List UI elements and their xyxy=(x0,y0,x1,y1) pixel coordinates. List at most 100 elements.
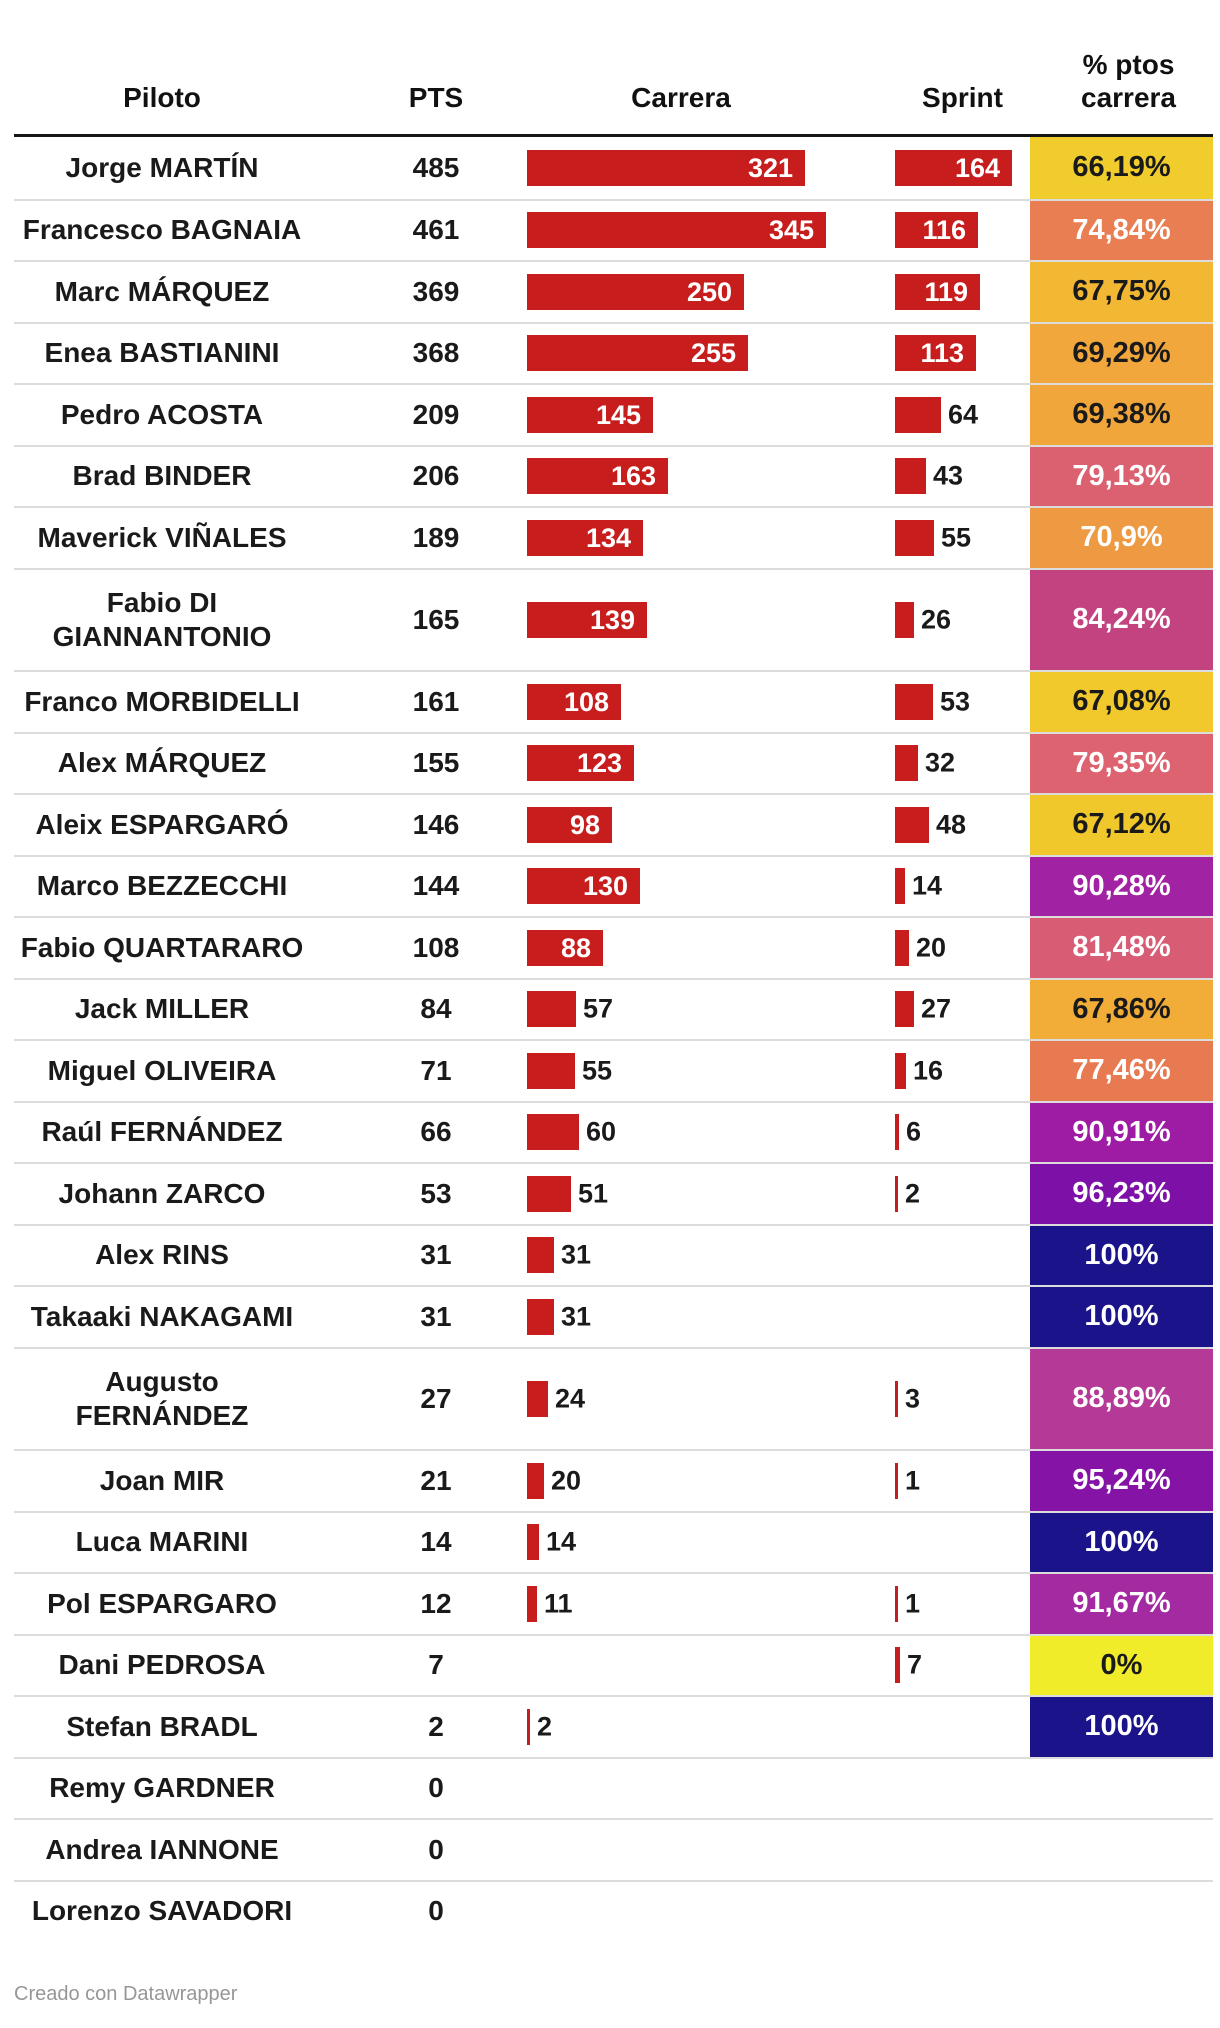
table-row: Takaaki NAKAGAMI 31 31 100% xyxy=(14,1285,1213,1347)
pct-cell: 81,48% xyxy=(1030,918,1213,978)
sprint-value: 43 xyxy=(933,460,964,491)
sprint-bar xyxy=(895,868,905,905)
sprint-bar xyxy=(895,806,929,843)
sprint-bar: 119 xyxy=(895,273,980,310)
carrera-value: 20 xyxy=(551,1465,582,1496)
rider-name: Augusto FERNÁNDEZ xyxy=(75,1365,249,1431)
sprint-value: 119 xyxy=(924,276,968,307)
sprint-bar xyxy=(895,1052,906,1089)
table-row: Aleix ESPARGARÓ 146 98 48 67,12% xyxy=(14,793,1213,855)
header-piloto: Piloto xyxy=(123,82,201,113)
pct-cell: 67,86% xyxy=(1030,979,1213,1039)
rider-name: Joan MIR xyxy=(99,1464,225,1496)
carrera-bar xyxy=(527,1052,575,1089)
points-value: 14 xyxy=(420,1526,452,1558)
standings-table: Piloto PTS Carrera Sprint % ptos carrera… xyxy=(14,0,1213,1941)
header-sprint: Sprint xyxy=(922,82,1003,113)
table-row: Maverick VIÑALES 189 134 55 70,9% xyxy=(14,506,1213,568)
carrera-value: 321 xyxy=(747,152,793,183)
sprint-bar-cell: 7 xyxy=(895,1636,1030,1696)
carrera-bar: 139 xyxy=(527,601,647,638)
points-value: 189 xyxy=(412,521,460,553)
rider-name: Jack MILLER xyxy=(74,993,250,1025)
sprint-bar-cell xyxy=(895,1287,1030,1347)
sprint-bar-cell: 53 xyxy=(895,672,1030,732)
carrera-value: 345 xyxy=(768,215,814,246)
carrera-bar xyxy=(527,1298,554,1335)
header-pts: PTS xyxy=(408,82,464,113)
table-row: Enea BASTIANINI 368 255 113 69,29% xyxy=(14,321,1213,384)
carrera-bar xyxy=(527,1114,579,1151)
points-value: 31 xyxy=(420,1239,452,1271)
table-row: Brad BINDER 206 163 43 79,13% xyxy=(14,444,1213,506)
rider-name: Miguel OLIVEIRA xyxy=(47,1054,277,1086)
points-value: 206 xyxy=(412,460,460,492)
sprint-bar-cell xyxy=(895,1820,1030,1880)
carrera-bar-cell: 98 xyxy=(527,795,895,855)
rider-name: Marc MÁRQUEZ xyxy=(54,275,270,307)
rider-name: Dani PEDROSA xyxy=(58,1649,266,1681)
rider-name: Alex MÁRQUEZ xyxy=(57,747,267,779)
carrera-bar: 255 xyxy=(527,335,748,372)
points-value: 108 xyxy=(412,931,460,963)
carrera-bar-cell: 51 xyxy=(527,1164,895,1224)
sprint-bar-cell: 116 xyxy=(895,201,1030,261)
table-header-row: Piloto PTS Carrera Sprint % ptos carrera xyxy=(14,0,1213,137)
points-value: 369 xyxy=(412,275,460,307)
rider-name: Lorenzo SAVADORI xyxy=(31,1895,293,1927)
points-value: 2 xyxy=(428,1710,444,1742)
carrera-bar xyxy=(527,1462,544,1499)
carrera-bar-cell xyxy=(527,1820,895,1880)
pct-cell: 79,13% xyxy=(1030,446,1213,506)
sprint-bar-cell: 26 xyxy=(895,570,1030,671)
rider-name: Luca MARINI xyxy=(75,1526,249,1558)
table-row: Luca MARINI 14 14 100% xyxy=(14,1510,1213,1572)
carrera-bar: 345 xyxy=(527,212,826,249)
carrera-bar-cell xyxy=(527,1759,895,1819)
sprint-bar-cell xyxy=(895,1226,1030,1286)
table-row: Marco BEZZECCHI 144 130 14 90,28% xyxy=(14,854,1213,916)
carrera-value: 24 xyxy=(555,1383,586,1414)
table-row: Johann ZARCO 53 51 2 96,23% xyxy=(14,1162,1213,1224)
pct-cell: 95,24% xyxy=(1030,1451,1213,1511)
carrera-bar-cell: 88 xyxy=(527,918,895,978)
carrera-value: 163 xyxy=(610,461,656,492)
carrera-bar-cell xyxy=(527,1882,895,1942)
rider-name: Francesco BAGNAIA xyxy=(22,214,302,246)
rider-name: Fabio DI GIANNANTONIO xyxy=(52,586,272,652)
table-row: Raúl FERNÁNDEZ 66 60 6 90,91% xyxy=(14,1100,1213,1162)
pct-cell: 100% xyxy=(1030,1697,1213,1757)
table-row: Fabio QUARTARARO 108 88 20 81,48% xyxy=(14,916,1213,978)
carrera-value: 51 xyxy=(578,1178,609,1209)
sprint-value: 1 xyxy=(905,1465,921,1496)
sprint-bar-cell xyxy=(895,1697,1030,1757)
carrera-bar xyxy=(527,1237,554,1274)
carrera-bar: 321 xyxy=(527,149,805,186)
sprint-bar-cell: 113 xyxy=(895,324,1030,384)
rider-name: Stefan BRADL xyxy=(66,1710,258,1742)
sprint-bar xyxy=(895,458,926,495)
table-row: Franco MORBIDELLI 161 108 53 67,08% xyxy=(14,670,1213,732)
carrera-bar xyxy=(527,1175,571,1212)
carrera-bar xyxy=(527,1524,539,1561)
sprint-bar xyxy=(895,1380,898,1417)
carrera-bar-cell: 108 xyxy=(527,672,895,732)
points-value: 66 xyxy=(420,1116,452,1148)
points-value: 0 xyxy=(428,1895,444,1927)
carrera-bar-cell: 345 xyxy=(527,201,895,261)
sprint-bar-cell: 64 xyxy=(895,385,1030,445)
carrera-value: 145 xyxy=(595,399,641,430)
table-row: Marc MÁRQUEZ 369 250 119 67,75% xyxy=(14,260,1213,322)
carrera-value: 255 xyxy=(690,338,736,369)
rider-name: Alex RINS xyxy=(95,1239,229,1271)
carrera-bar-cell: 57 xyxy=(527,980,895,1040)
points-value: 161 xyxy=(412,685,460,717)
pct-cell: 88,89% xyxy=(1030,1348,1213,1449)
carrera-value: 88 xyxy=(560,932,591,963)
sprint-value: 27 xyxy=(921,993,952,1024)
carrera-value: 139 xyxy=(589,604,635,635)
points-value: 461 xyxy=(412,214,460,246)
sprint-bar xyxy=(895,1114,899,1151)
table-row: Pol ESPARGARO 12 11 1 91,67% xyxy=(14,1572,1213,1634)
sprint-bar xyxy=(895,1585,898,1622)
